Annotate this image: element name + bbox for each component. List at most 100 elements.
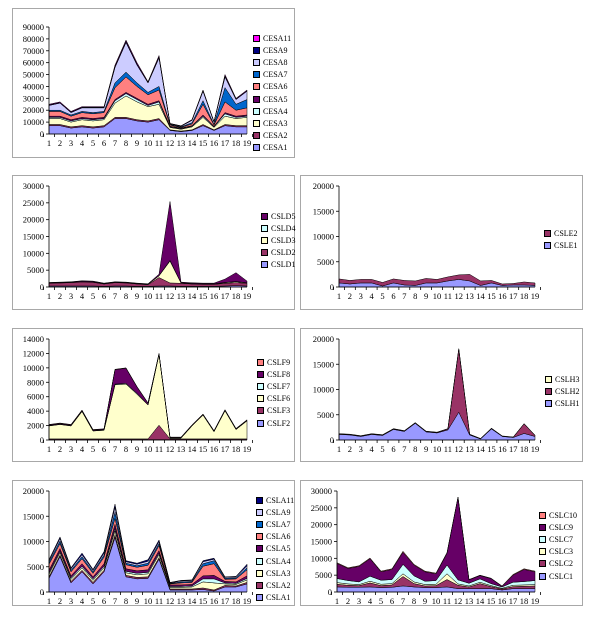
legend-swatch [539,535,546,543]
legend-entry-cslh1: CSLH1 [545,397,579,409]
x-tick-label: 16 [498,596,507,606]
legend-label: CESA3 [263,118,288,128]
y-tick-label: 30000 [23,181,44,191]
x-tick-label: 4 [368,596,373,606]
legend-entry-cslc2: CSLC2 [539,558,577,570]
x-tick-label: 11 [444,444,452,454]
x-tick-label: 5 [380,444,384,454]
legend-entry-csla1: CSLA1 [256,592,294,604]
x-tick-label: 8 [124,444,128,454]
legend-label: CESA8 [263,57,288,67]
x-tick-label: 14 [188,138,197,148]
x-tick-label: 15 [199,596,208,606]
x-tick-label: 19 [531,596,540,606]
x-tick-label: 3 [359,444,363,454]
chart-panel-cesa: 0 10000 20000 30000 40000 50000 60000 70000 8000… [12,8,295,158]
x-tick-label: 11 [443,596,451,606]
legend-entry-cslc9: CSLC9 [539,521,577,533]
x-tick-label: 18 [232,444,241,454]
x-tick-label: 19 [531,444,540,454]
y-tick-label: 30000 [23,93,44,103]
legend-entry-csld5: CSLD5 [261,210,295,222]
x-tick-label: 7 [402,444,406,454]
legend-entry-cesa9: CESA9 [253,44,291,56]
legend-label: CSLH1 [555,398,580,408]
legend-label: CESA4 [263,106,288,116]
area-cslf6 [48,354,248,440]
y-tick-label: 0 [40,587,44,597]
legend-swatch [261,249,268,257]
x-tick-label: 16 [498,291,507,301]
x-tick-label: 3 [69,444,73,454]
legend-swatch [256,594,263,602]
legend-entry-csld1: CSLD1 [261,259,295,271]
legend-label: CSLA4 [266,556,291,566]
legend-swatch [253,58,260,66]
x-tick-label: 1 [47,291,51,301]
y-tick-label: 15000 [311,537,332,547]
x-tick-label: 2 [348,444,352,454]
x-tick-label: 2 [58,138,62,148]
x-tick-label: 8 [413,444,417,454]
legend-swatch [257,358,264,366]
legend-label: CSLE1 [554,240,578,250]
x-tick-label: 3 [69,596,73,606]
legend-entry-cesa11: CESA11 [253,32,291,44]
y-tick-label: 0 [330,435,334,445]
legend-label: CSLF9 [267,357,291,367]
x-tick-label: 6 [391,444,395,454]
x-tick-label: 19 [531,291,540,301]
x-tick-label: 1 [47,444,51,454]
x-tick-label: 8 [124,138,128,148]
legend-swatch [257,419,264,427]
legend-entry-csle2: CSLE2 [544,227,578,239]
legend-label: CSLD2 [271,248,296,258]
y-tick-label: 15000 [313,206,334,216]
x-tick-label: 15 [199,291,208,301]
y-tick-label: 5000 [317,257,334,267]
y-tick-label: 20000 [23,105,44,115]
legend-swatch [253,144,260,152]
legend-swatch [539,560,546,568]
y-tick-label: 5000 [27,265,44,275]
x-tick-label: 10 [433,444,442,454]
y-tick-label: 20000 [313,334,334,344]
x-tick-label: 9 [135,596,139,606]
y-tick-label: 10000 [23,363,44,373]
x-tick-label: 7 [402,291,406,301]
x-tick-label: 6 [391,291,395,301]
x-tick-label: 1 [337,444,341,454]
x-tick-label: 18 [232,138,241,148]
x-tick-label: 16 [210,291,219,301]
legend-label: CSLC3 [549,547,574,557]
x-tick-label: 6 [102,444,106,454]
x-tick-label: 4 [370,291,375,301]
area-cslh2 [338,348,536,440]
chart-panel-csla: 0 5000 10000 15000 20000 1 2 3 4 5 6 7 8 9 10 11 12 13 14 1… [12,480,295,606]
legend-label: CSLA11 [266,495,295,505]
x-tick-label: 13 [177,138,186,148]
x-tick-label: 7 [113,596,117,606]
legend-entry-cslc10: CSLC10 [539,509,577,521]
x-tick-label: 13 [177,291,186,301]
legend-swatch [261,224,268,232]
legend-label: CSLD4 [271,223,296,233]
x-tick-label: 5 [91,138,95,148]
x-tick-label: 12 [454,596,463,606]
legend-swatch [253,95,260,103]
y-tick-label: 40000 [23,81,44,91]
x-tick-label: 19 [243,291,252,301]
x-tick-label: 9 [135,444,139,454]
x-tick-label: 15 [199,138,208,148]
legend-entry-cslc3: CSLC3 [539,546,577,558]
y-tick-label: 80000 [23,34,44,44]
x-tick-label: 6 [102,291,106,301]
legend-label: CSLD3 [271,235,296,245]
x-tick-label: 4 [370,444,375,454]
legend-entry-cslc1: CSLC1 [539,570,577,582]
x-tick-label: 10 [144,291,153,301]
legend-swatch [253,132,260,140]
x-tick-label: 8 [124,291,128,301]
legend-csle: CSLE2 CSLE1 [544,227,578,251]
